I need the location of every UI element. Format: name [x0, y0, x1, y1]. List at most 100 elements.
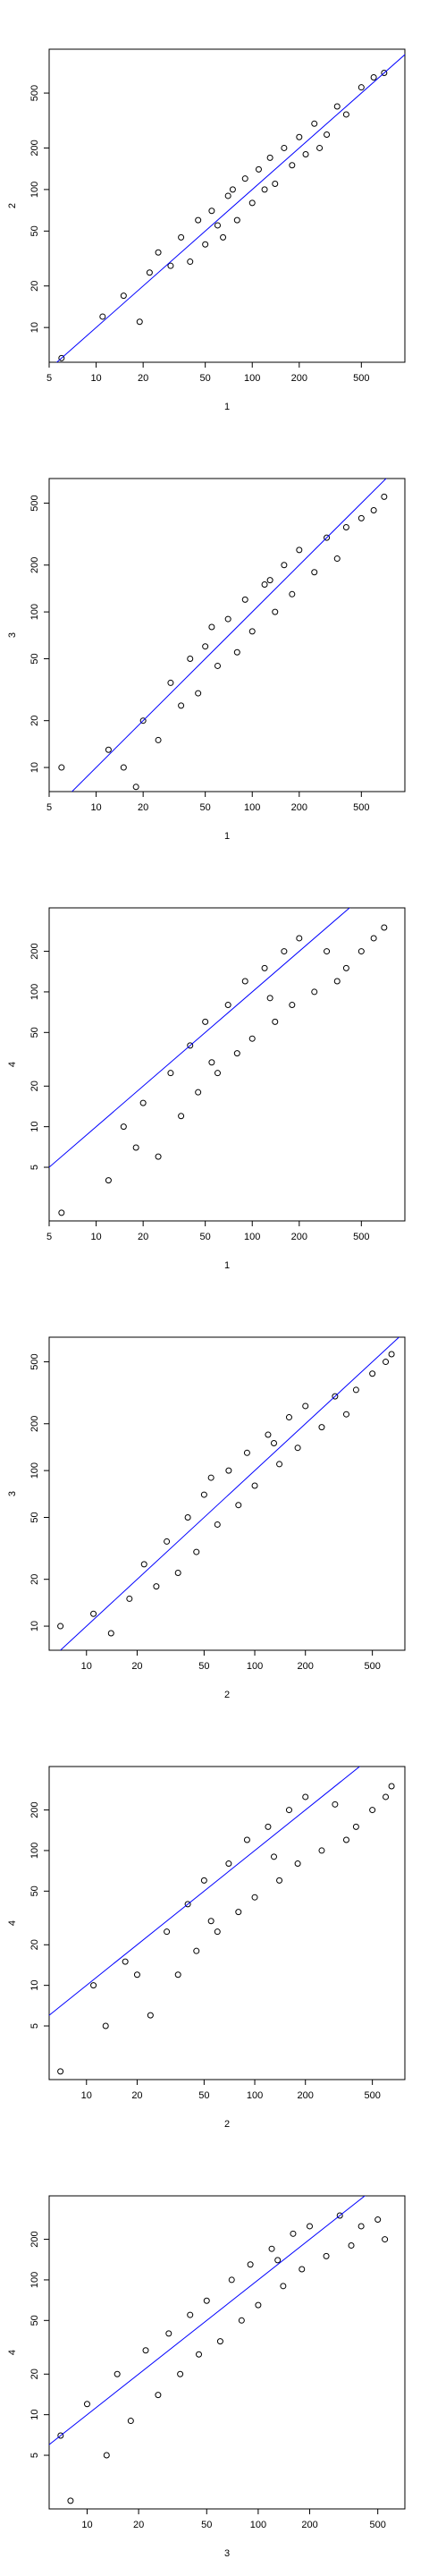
- point: [311, 569, 318, 576]
- point: [289, 1002, 296, 1009]
- point: [324, 131, 331, 139]
- point: [195, 216, 202, 224]
- point: [358, 948, 365, 955]
- point: [233, 648, 240, 656]
- x-tick-label: 10: [81, 2520, 92, 2530]
- point: [280, 2283, 287, 2290]
- points: [58, 924, 388, 1216]
- point: [167, 1070, 174, 1077]
- point: [381, 70, 388, 77]
- point: [200, 1877, 207, 1884]
- point: [155, 736, 162, 743]
- point: [255, 2301, 262, 2309]
- x-axis-label: 2: [224, 2119, 230, 2130]
- y-axis-label: 4: [7, 2350, 18, 2355]
- y-tick-label: 50: [29, 653, 40, 664]
- reference-line: [49, 908, 350, 1168]
- point: [383, 1793, 390, 1801]
- x-tick-label: 20: [131, 1661, 142, 1672]
- point: [336, 2212, 343, 2219]
- y-tick-label: 20: [29, 1939, 40, 1950]
- point: [251, 1482, 258, 1489]
- point: [318, 1424, 325, 1431]
- point: [316, 144, 324, 151]
- point: [133, 1971, 140, 1979]
- point: [67, 2497, 74, 2504]
- y-tick-label: 200: [29, 140, 40, 156]
- y-axis-label: 3: [7, 632, 18, 638]
- x-tick-label: 500: [364, 2090, 380, 2101]
- point: [289, 590, 296, 597]
- point: [105, 746, 112, 753]
- x-tick-label: 50: [200, 1232, 211, 1242]
- x-tick-label: 200: [291, 802, 307, 813]
- point: [196, 2351, 203, 2358]
- point: [261, 580, 268, 588]
- x-tick-label: 5: [46, 802, 52, 813]
- point: [281, 144, 288, 151]
- point: [214, 1521, 221, 1528]
- point: [294, 1445, 301, 1452]
- y-tick-label: 5: [29, 1165, 40, 1170]
- point: [193, 1548, 200, 1555]
- point: [90, 1982, 97, 1989]
- point: [374, 2216, 382, 2224]
- y-tick-label: 500: [29, 85, 40, 101]
- x-tick-label: 100: [244, 373, 260, 384]
- point: [290, 2230, 297, 2237]
- point: [311, 988, 318, 996]
- point: [167, 679, 174, 686]
- x-axis-label: 2: [224, 1690, 230, 1700]
- x-tick-label: 10: [81, 1661, 92, 1672]
- point: [132, 1144, 139, 1151]
- y-tick-label: 200: [29, 1416, 40, 1432]
- reference-line: [71, 479, 387, 792]
- point: [114, 2370, 121, 2377]
- y-tick-label: 50: [29, 225, 40, 236]
- point: [381, 924, 388, 931]
- point: [58, 1209, 65, 1216]
- scatter-panel: 10 20 50 100 200 500 10 20 50 100 200 500 2 3: [7, 1336, 406, 1700]
- point: [202, 1018, 209, 1025]
- y-tick-label: 50: [29, 2315, 40, 2326]
- point: [274, 2257, 282, 2264]
- y-tick-label: 50: [29, 1885, 40, 1896]
- point: [323, 2252, 330, 2259]
- point: [342, 1836, 349, 1843]
- point: [370, 73, 377, 80]
- y-tick-label: 10: [29, 1621, 40, 1631]
- point: [276, 1877, 283, 1884]
- point: [107, 1630, 114, 1637]
- point: [332, 1801, 339, 1808]
- point: [140, 1561, 147, 1568]
- y-tick-label: 10: [29, 762, 40, 773]
- y-tick-label: 10: [29, 1122, 40, 1132]
- point: [122, 1958, 129, 1965]
- point: [207, 1474, 214, 1481]
- x-tick-label: 500: [370, 2520, 386, 2530]
- point: [214, 1928, 221, 1936]
- point: [235, 1502, 242, 1509]
- point: [302, 1793, 309, 1801]
- point: [342, 523, 349, 530]
- point: [146, 269, 153, 276]
- point: [370, 507, 377, 514]
- point: [57, 1623, 64, 1630]
- scatter-panel: 10 20 50 100 200 500 5 10 20 50 100 200 2 4: [7, 1766, 406, 2130]
- scatter-panel: 5 10 20 50 100 200 500 5 10 20 50 100 200 1 4: [7, 907, 406, 1271]
- point: [270, 1853, 277, 1860]
- point: [208, 208, 215, 215]
- point: [105, 1177, 112, 1184]
- x-tick-label: 50: [200, 373, 211, 384]
- point: [202, 241, 209, 248]
- point: [289, 162, 296, 169]
- point: [299, 2266, 306, 2273]
- point: [324, 948, 331, 955]
- point: [241, 175, 248, 182]
- x-tick-label: 100: [244, 1232, 260, 1242]
- y-axis-label: 2: [7, 203, 18, 208]
- y-tick-label: 500: [29, 495, 40, 511]
- point: [241, 596, 248, 603]
- y-tick-label: 50: [29, 1512, 40, 1522]
- point: [136, 318, 143, 326]
